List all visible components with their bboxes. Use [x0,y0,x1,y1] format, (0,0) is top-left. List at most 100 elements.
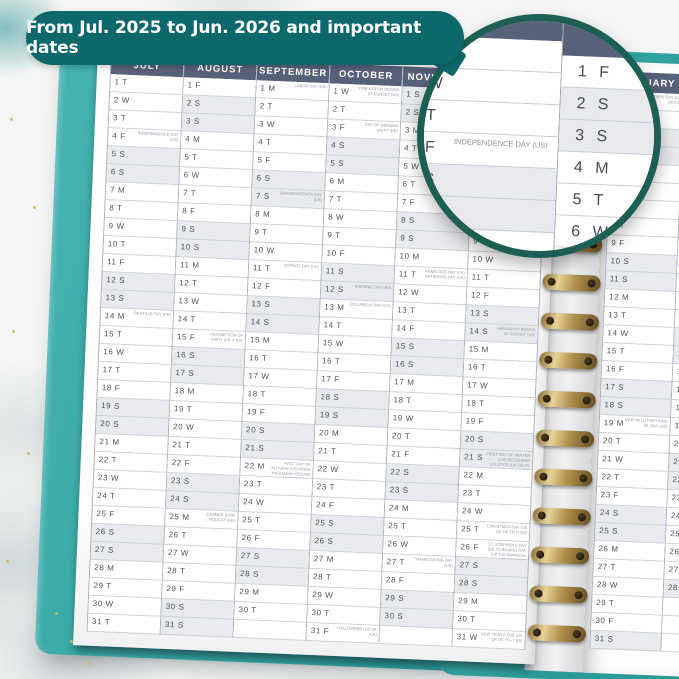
day-label: 20 T [391,431,411,442]
day-label: 20 M [318,428,340,439]
day-label: 30 S [384,611,404,621]
day-label: 4 F [424,138,440,157]
day-label: 4 S [330,140,346,151]
holiday-label: HANUKKAH BEGINS AT SUNSET (US) [497,325,536,338]
day-label: 8 F [182,206,196,216]
day-label: 26 T [168,530,188,540]
holiday-label: BASTILLE DAY (FR) [134,310,172,317]
day-label: 31 S [594,633,614,644]
day-label: 30 S [165,601,185,612]
day-label: 7 M [109,185,126,195]
day-label: 10 W [253,245,275,256]
day-label: 7 F [401,197,416,208]
day-label: 19 T [173,404,193,414]
day-cell: 31 T [87,613,161,635]
holiday-label: ARMISTICE DAY (FR) VETERANS DAY (US) [424,268,466,281]
day-label: 21 S [464,452,484,463]
day-label: 7 T [328,194,343,204]
day-label: 1 W [333,86,350,97]
day-label: 22 M [463,470,484,481]
day-label: 27 F [668,564,679,575]
spiral-coil [542,273,601,292]
day-cell: 31 F HALLOWEEN (US UK CA) [306,622,380,644]
day-label: 14 T [323,320,343,331]
day-label: 10 M [399,251,420,262]
day-label: 9 S [181,224,196,234]
day-label: 4 T [258,137,272,147]
day-label: 3 W [258,119,276,130]
day-label: 16 W [103,347,125,357]
day-label: 3 F [331,122,346,133]
day-label: 27 M [313,554,335,564]
day-label: 6 T [402,179,416,190]
day-cell [379,625,452,647]
holiday-label: GRANDPARENTS DAY (US) [279,190,323,203]
day-label: 24 M [388,503,410,514]
day-label: 17 F [321,374,340,385]
day-label: 13 S [251,299,271,310]
gold-fleck [10,118,13,121]
day-label: 25 F [96,508,116,519]
day-label: 12 F [252,281,271,292]
day-label: 6 S [256,173,271,183]
day-label: 26 T [669,546,679,557]
day-label: 28 W [596,579,619,590]
day-label: 11 S [325,266,345,277]
day-label: 26 S [314,536,334,546]
day-label: 14 S [469,326,489,337]
day-label: 6 W [570,222,612,242]
spiral-coil [530,546,590,565]
day-label: 27 S [94,544,115,555]
gold-fleck [70,640,73,643]
day-label: 13 T [608,310,627,320]
spiral-coil [535,429,595,448]
day-label: 15 T [103,329,123,339]
gold-fleck [33,206,36,209]
day-label: 12 T [179,278,198,288]
day-label: 26 S [95,526,115,537]
gold-fleck [6,560,9,563]
day-label: 12 S [106,275,126,285]
day-label: 24 T [97,490,116,501]
day-label: 4 T [403,143,418,154]
day-cell [233,619,307,641]
day-label: 21 M [99,437,120,447]
day-label: 30 T [457,614,476,624]
spiral-coil [539,351,598,370]
day-label: 19 F [246,407,266,417]
spiral-coil [527,624,587,643]
day-cell: 6 S [424,194,556,234]
holiday-label: LABOR DAY (US) [294,82,327,90]
day-label: 23 S [170,476,190,486]
day-label: 18 T [466,398,485,409]
day-label: 31 W [456,632,478,643]
day-label: 26 M [598,544,619,554]
day-label: 25 T [242,515,261,525]
day-label: 9 T [327,230,341,240]
day-label: 8 T [109,203,123,213]
spiral-coil [532,507,592,526]
day-label: 2 W [113,95,131,105]
day-label: 14 W [607,328,629,339]
day-label: 12 F [470,290,490,301]
day-label: 18 F [101,383,121,393]
day-label: 6 W [183,170,200,180]
day-label: 10 W [472,254,494,265]
day-label: 24 W [242,497,265,507]
day-label: 30 T [311,608,330,618]
day-label: 26 F [460,542,480,552]
day-label: 16 S [176,350,196,360]
day-label: 3 S [574,127,612,146]
day-label: 4 F [112,131,126,141]
day-label: 31 S [164,619,184,630]
day-label: 13 M [324,302,345,313]
day-label: 15 M [468,344,490,355]
holiday-label: YOM KIPPUR BEGINS AT SUNSET (US) [358,85,400,98]
day-label: 27 S [240,551,260,561]
promo-banner: From Jul. 2025 to Jun. 2026 and importan… [26,11,464,65]
day-label: 20 T [602,436,622,446]
day-label: 29 S [385,593,405,603]
day-label: 20 F [673,439,679,449]
day-label: 15 F [176,332,196,342]
day-label: 28 M [94,562,115,573]
